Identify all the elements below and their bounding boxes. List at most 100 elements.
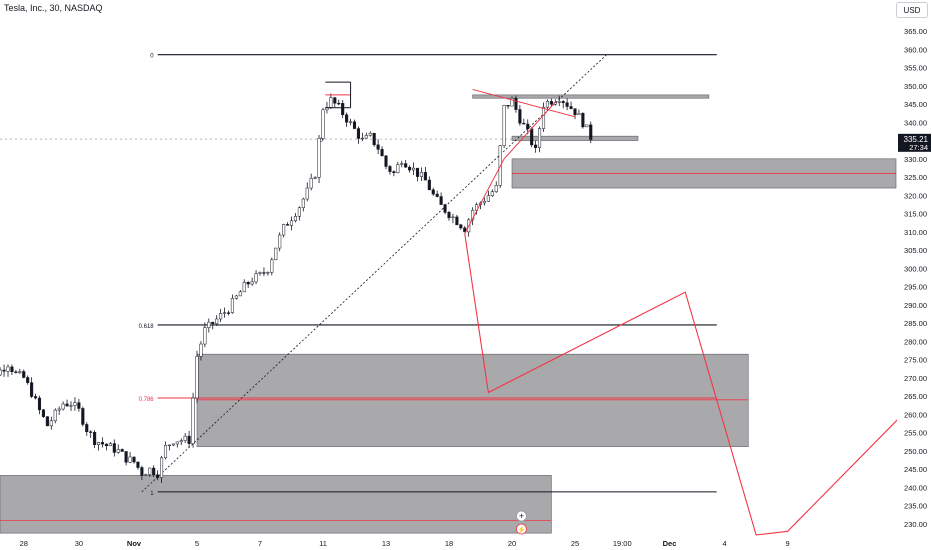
time-axis-tick: Dec (663, 539, 677, 548)
wedge-lower-line[interactable] (503, 101, 556, 160)
candle-body (396, 164, 400, 174)
candle-body (37, 397, 42, 411)
candle-body (352, 121, 357, 129)
candle-body (132, 456, 136, 463)
price-axis-tick: 260.00 (904, 410, 927, 419)
candle-body (573, 108, 577, 116)
candle-body (412, 167, 416, 171)
price-axis[interactable] (897, 0, 932, 550)
candle-body (219, 313, 223, 320)
candle-body (171, 443, 175, 446)
candle-body (116, 449, 120, 453)
candle-body (565, 102, 569, 107)
time-axis[interactable] (0, 538, 896, 550)
candle-body (415, 167, 420, 177)
candle-body (278, 234, 282, 249)
plot-area[interactable] (0, 0, 896, 538)
price-axis-tick: 330.00 (904, 155, 927, 164)
zone-rect-0[interactable] (196, 353, 749, 447)
candle-body (77, 402, 81, 409)
candle-body (577, 113, 581, 116)
price-axis-tick: 360.00 (904, 45, 927, 54)
candle-body (356, 128, 360, 139)
candle-body (435, 193, 439, 197)
candle-body (329, 97, 333, 108)
candle-body (364, 135, 368, 139)
candle-body (234, 295, 238, 299)
candle-body (522, 122, 526, 125)
zone-rect-1[interactable] (0, 475, 552, 534)
time-axis-tick: 7 (258, 539, 262, 548)
candle-body (6, 366, 10, 372)
candle-body (581, 113, 585, 128)
candle-body (289, 220, 294, 226)
candle-body (274, 247, 278, 261)
candle-body (459, 224, 463, 229)
rising-line[interactable] (464, 158, 505, 234)
price-axis-tick: 240.00 (904, 483, 927, 492)
candle-body (376, 144, 380, 150)
candle-body (183, 435, 187, 441)
candle-body (427, 179, 431, 191)
time-axis-tick: Nov (127, 539, 142, 548)
projection-path[interactable] (464, 233, 932, 536)
candle-body (419, 172, 423, 177)
candle-body (530, 128, 534, 146)
candle-body (337, 102, 341, 105)
candle-body (97, 442, 101, 445)
price-axis-tick: 345.00 (904, 100, 927, 109)
candle-body (238, 291, 242, 297)
candle-body (34, 396, 38, 399)
candle-body (451, 216, 455, 219)
price-axis-tick: 350.00 (904, 82, 927, 91)
plus-icon[interactable] (516, 510, 527, 522)
candle-body (57, 408, 61, 411)
candle-body (53, 409, 57, 422)
countdown-timer: 27:34 (909, 143, 928, 152)
candle-body (108, 443, 112, 447)
candle-body (510, 97, 514, 107)
candle-body (404, 163, 408, 168)
wedge-upper-line[interactable] (472, 88, 576, 118)
price-axis-tick: 315.00 (904, 210, 927, 219)
current-price-value: 335.21 (904, 135, 929, 144)
candle-body (333, 97, 337, 104)
price-axis-tick: 230.00 (904, 520, 927, 529)
candle-body (140, 467, 144, 476)
candle-body (380, 149, 384, 157)
fib-level-label: 0 (320, 138, 324, 144)
candle-body (136, 461, 140, 468)
candle-body (585, 124, 589, 128)
candle-body (589, 124, 593, 140)
candle-body (49, 420, 53, 427)
price-axis-tick: 325.00 (904, 173, 927, 182)
candle-body (250, 281, 254, 285)
plus-icon-glyph: + (519, 511, 524, 521)
time-axis-tick: 9 (786, 539, 790, 548)
candle-body (388, 166, 392, 172)
candle-body (69, 405, 73, 407)
candle-body (502, 104, 506, 146)
candle-body (258, 272, 262, 274)
candle-body (187, 435, 191, 444)
zone-rect-4[interactable] (511, 135, 639, 141)
candle-body (341, 103, 345, 115)
zone-rect-3[interactable] (472, 94, 710, 99)
lightning-icon[interactable] (516, 523, 527, 535)
price-axis-tick: 320.00 (904, 191, 927, 200)
price-axis-tick: 275.00 (904, 356, 927, 365)
candle-body (439, 196, 443, 205)
currency-button[interactable]: USD (896, 2, 928, 18)
candle-body (10, 366, 14, 372)
price-axis-tick: 365.00 (904, 27, 927, 36)
candle-body (41, 409, 45, 417)
candle-body (120, 449, 124, 452)
candle-body (360, 137, 364, 140)
candle-body (65, 403, 69, 407)
candle-body (293, 215, 297, 222)
candle-body (372, 132, 376, 146)
price-axis-tick: 265.00 (904, 392, 927, 401)
candle-body (246, 282, 250, 285)
